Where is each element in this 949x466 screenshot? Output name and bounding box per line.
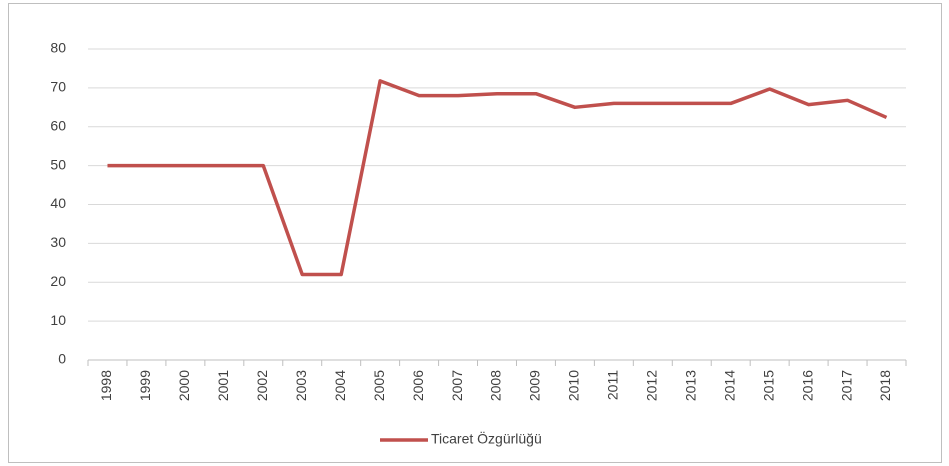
y-tick-label: 30 (50, 234, 66, 250)
y-tick-label: 80 (50, 40, 66, 56)
legend-label: Ticaret Özgürlüğü (431, 430, 542, 447)
x-tick-label: 2008 (488, 370, 504, 401)
x-tick-label: 2003 (293, 370, 309, 401)
x-tick-label: 1999 (137, 370, 153, 401)
x-tick-label: 2017 (838, 370, 854, 401)
y-tick-label: 70 (50, 79, 66, 95)
x-tick-label: 2002 (254, 370, 270, 401)
x-tick-label: 2016 (799, 370, 815, 401)
x-tick-label: 2015 (760, 370, 776, 401)
y-tick-label: 0 (58, 351, 66, 367)
x-tick-label: 2009 (527, 370, 543, 401)
y-tick-label: 40 (50, 195, 66, 211)
x-tick-label: 2000 (176, 370, 192, 401)
x-tick-label: 2001 (215, 370, 231, 401)
x-tick-label: 2007 (449, 370, 465, 401)
x-tick-label: 2006 (410, 370, 426, 401)
x-tick-label: 2011 (605, 370, 621, 400)
y-tick-label: 50 (50, 156, 66, 172)
x-tick-label: 2018 (877, 370, 893, 401)
y-tick-label: 20 (50, 273, 66, 289)
x-tick-label: 2012 (644, 370, 660, 401)
x-tick-label: 2013 (682, 370, 698, 401)
x-tick-label: 2004 (332, 370, 348, 401)
x-tick-label: 2014 (721, 370, 737, 401)
chart-border (8, 3, 942, 463)
x-tick-label: 2005 (371, 370, 387, 401)
x-tick-label: 1998 (98, 370, 114, 401)
y-tick-label: 10 (50, 312, 66, 328)
x-tick-label: 2010 (566, 370, 582, 401)
series-line (107, 79, 888, 277)
y-tick-label: 60 (50, 117, 66, 133)
